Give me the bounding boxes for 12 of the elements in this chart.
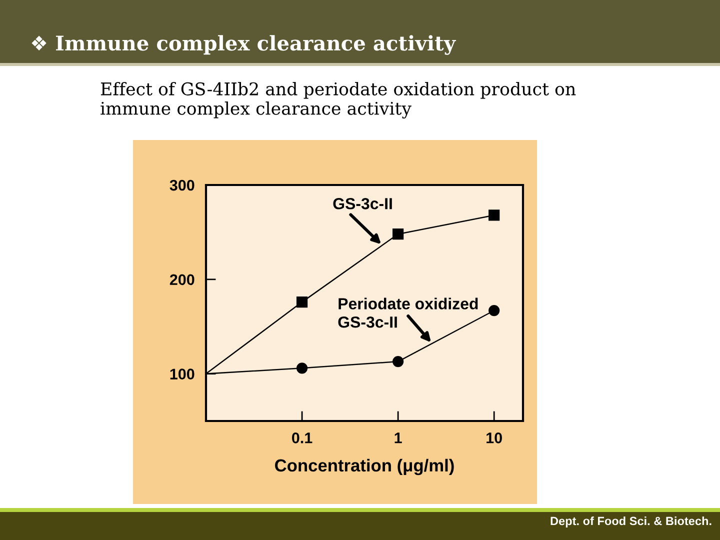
text: Dept. of Food Sci. & Biotech.	[550, 516, 712, 528]
x-tick-label: 10	[486, 432, 502, 444]
y-tick-label: 200	[170, 274, 194, 286]
series-label: GS-3c-II	[333, 198, 392, 210]
y-tick-label: 100	[170, 368, 194, 380]
chart-subtitle: Effect of GS-4IIb2 and periodate oxidation product on immune complex clearance activity	[100, 82, 576, 118]
x-tick-label: 0.1	[292, 432, 312, 444]
chart-title: ❖ Immune complex clearance activity	[32, 35, 456, 55]
x-axis-title: Concentration (μg/ml)	[275, 458, 454, 476]
y-tick-label: 300	[170, 180, 194, 191]
series-label: Periodate oxidized GS-3c-II	[338, 298, 478, 328]
x-tick-label: 1	[394, 432, 402, 444]
